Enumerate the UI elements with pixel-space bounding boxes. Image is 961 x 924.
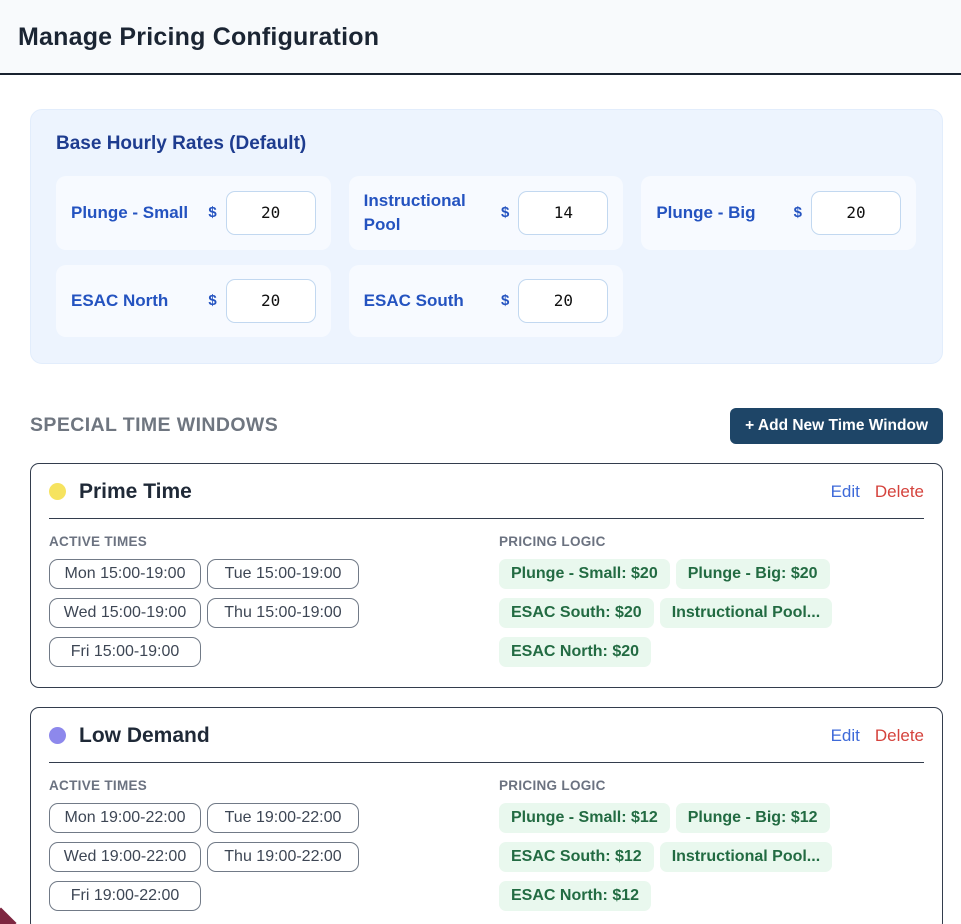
rate-input-group: $ — [501, 191, 608, 235]
pricing-logic-pill: Plunge - Small: $12 — [499, 803, 670, 833]
pricing-logic-pill: ESAC North: $20 — [499, 637, 651, 667]
pool-name-label: Instructional Pool — [364, 189, 492, 237]
time-window-card-body: ACTIVE TIMES Mon 19:00-22:00Tue 19:00-22… — [49, 778, 924, 911]
card-divider — [49, 518, 924, 519]
window-name: Low Demand — [79, 724, 831, 748]
active-time-pill: Mon 15:00-19:00 — [49, 559, 201, 589]
active-time-pill: Wed 19:00-22:00 — [49, 842, 201, 872]
active-time-pill: Fri 19:00-22:00 — [49, 881, 201, 911]
pricing-logic-pill: Instructional Pool... — [660, 842, 832, 872]
pricing-logic-pill: Instructional Pool... — [660, 598, 832, 628]
main-content: Base Hourly Rates (Default) Plunge - Sma… — [0, 109, 961, 924]
pool-name-label: ESAC South — [364, 289, 464, 313]
currency-symbol: $ — [794, 204, 802, 221]
active-times-pills: Mon 15:00-19:00Tue 15:00-19:00Wed 15:00-… — [49, 559, 499, 667]
window-actions: Edit Delete — [831, 482, 924, 502]
card-divider — [49, 762, 924, 763]
pricing-logic-pill: ESAC South: $20 — [499, 598, 654, 628]
rate-input-group: $ — [208, 279, 315, 323]
delete-link[interactable]: Delete — [875, 726, 924, 746]
base-rate-input[interactable] — [226, 279, 316, 323]
base-rate-card: ESAC South $ — [349, 265, 624, 337]
pricing-logic-column: PRICING LOGIC Plunge - Small: $12Plunge … — [499, 778, 924, 911]
base-rate-card: Instructional Pool $ — [349, 176, 624, 250]
base-rate-card: ESAC North $ — [56, 265, 331, 337]
special-windows-header-row: SPECIAL TIME WINDOWS + Add New Time Wind… — [30, 408, 943, 444]
active-time-pill: Thu 19:00-22:00 — [207, 842, 359, 872]
active-time-pill: Thu 15:00-19:00 — [207, 598, 359, 628]
active-times-column: ACTIVE TIMES Mon 15:00-19:00Tue 15:00-19… — [49, 534, 499, 667]
base-rate-input[interactable] — [811, 191, 901, 235]
active-times-column: ACTIVE TIMES Mon 19:00-22:00Tue 19:00-22… — [49, 778, 499, 911]
pricing-logic-pill: Plunge - Big: $12 — [676, 803, 830, 833]
pricing-logic-pill: Plunge - Small: $20 — [499, 559, 670, 589]
active-time-pill: Tue 15:00-19:00 — [207, 559, 359, 589]
pricing-logic-column: PRICING LOGIC Plunge - Small: $20Plunge … — [499, 534, 924, 667]
rate-input-group: $ — [794, 191, 901, 235]
window-name: Prime Time — [79, 480, 831, 504]
currency-symbol: $ — [501, 204, 509, 221]
base-rates-panel: Base Hourly Rates (Default) Plunge - Sma… — [30, 109, 943, 364]
time-window-card-header: Low Demand Edit Delete — [49, 724, 924, 748]
pricing-logic-label: PRICING LOGIC — [499, 534, 924, 549]
rate-input-group: $ — [208, 191, 315, 235]
pool-name-label: Plunge - Small — [71, 201, 188, 225]
active-times-pills: Mon 19:00-22:00Tue 19:00-22:00Wed 19:00-… — [49, 803, 499, 911]
base-rates-grid: Plunge - Small $ Instructional Pool $ Pl… — [56, 176, 916, 337]
base-rates-title: Base Hourly Rates (Default) — [56, 133, 916, 155]
active-time-pill: Tue 19:00-22:00 — [207, 803, 359, 833]
base-rate-input[interactable] — [226, 191, 316, 235]
currency-symbol: $ — [208, 204, 216, 221]
base-rate-input[interactable] — [518, 279, 608, 323]
pricing-logic-pill: ESAC North: $12 — [499, 881, 651, 911]
time-window-card: Prime Time Edit Delete ACTIVE TIMES Mon … — [30, 463, 943, 688]
pricing-logic-pill: Plunge - Big: $20 — [676, 559, 830, 589]
rate-input-group: $ — [501, 279, 608, 323]
base-rate-card: Plunge - Big $ — [641, 176, 916, 250]
time-window-card-header: Prime Time Edit Delete — [49, 480, 924, 504]
delete-link[interactable]: Delete — [875, 482, 924, 502]
pricing-logic-pill: ESAC South: $12 — [499, 842, 654, 872]
special-windows-heading: SPECIAL TIME WINDOWS — [30, 414, 278, 437]
active-times-label: ACTIVE TIMES — [49, 534, 499, 549]
time-window-card: Low Demand Edit Delete ACTIVE TIMES Mon … — [30, 707, 943, 924]
pricing-logic-pills: Plunge - Small: $12Plunge - Big: $12 ESAC… — [499, 803, 924, 911]
base-rate-input[interactable] — [518, 191, 608, 235]
base-rate-card: Plunge - Small $ — [56, 176, 331, 250]
window-actions: Edit Delete — [831, 726, 924, 746]
active-times-label: ACTIVE TIMES — [49, 778, 499, 793]
edit-link[interactable]: Edit — [831, 482, 860, 502]
pool-name-label: ESAC North — [71, 289, 168, 313]
pricing-logic-pills: Plunge - Small: $20Plunge - Big: $20 ESAC… — [499, 559, 924, 667]
active-time-pill: Fri 15:00-19:00 — [49, 637, 201, 667]
add-new-time-window-button[interactable]: + Add New Time Window — [730, 408, 943, 444]
pricing-logic-label: PRICING LOGIC — [499, 778, 924, 793]
active-time-pill: Wed 15:00-19:00 — [49, 598, 201, 628]
page-header: Manage Pricing Configuration — [0, 0, 961, 75]
active-time-pill: Mon 19:00-22:00 — [49, 803, 201, 833]
window-color-dot — [49, 483, 66, 500]
edit-link[interactable]: Edit — [831, 726, 860, 746]
time-window-card-body: ACTIVE TIMES Mon 15:00-19:00Tue 15:00-19… — [49, 534, 924, 667]
currency-symbol: $ — [208, 292, 216, 309]
window-color-dot — [49, 727, 66, 744]
time-windows-list: Prime Time Edit Delete ACTIVE TIMES Mon … — [30, 463, 943, 924]
pool-name-label: Plunge - Big — [656, 201, 755, 225]
page-title: Manage Pricing Configuration — [18, 23, 961, 52]
currency-symbol: $ — [501, 292, 509, 309]
